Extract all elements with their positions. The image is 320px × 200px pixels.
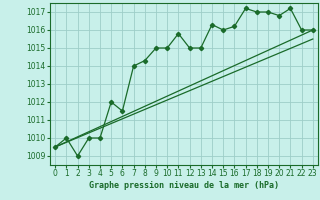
X-axis label: Graphe pression niveau de la mer (hPa): Graphe pression niveau de la mer (hPa): [89, 181, 279, 190]
